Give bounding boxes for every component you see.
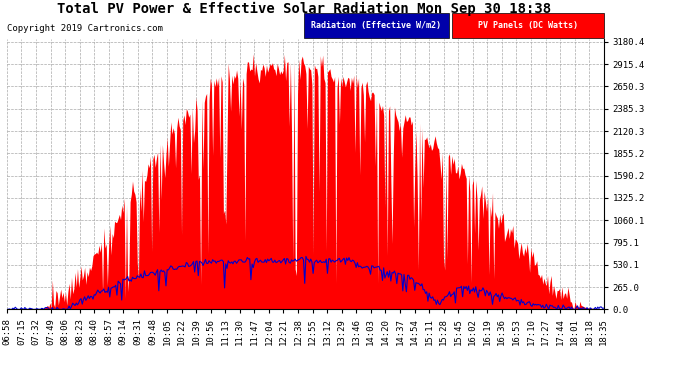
- Text: Total PV Power & Effective Solar Radiation Mon Sep 30 18:38: Total PV Power & Effective Solar Radiati…: [57, 2, 551, 16]
- FancyBboxPatch shape: [453, 13, 604, 38]
- Text: Copyright 2019 Cartronics.com: Copyright 2019 Cartronics.com: [7, 24, 163, 33]
- Text: Radiation (Effective W/m2): Radiation (Effective W/m2): [311, 21, 442, 30]
- FancyBboxPatch shape: [304, 13, 449, 38]
- Text: PV Panels (DC Watts): PV Panels (DC Watts): [478, 21, 578, 30]
